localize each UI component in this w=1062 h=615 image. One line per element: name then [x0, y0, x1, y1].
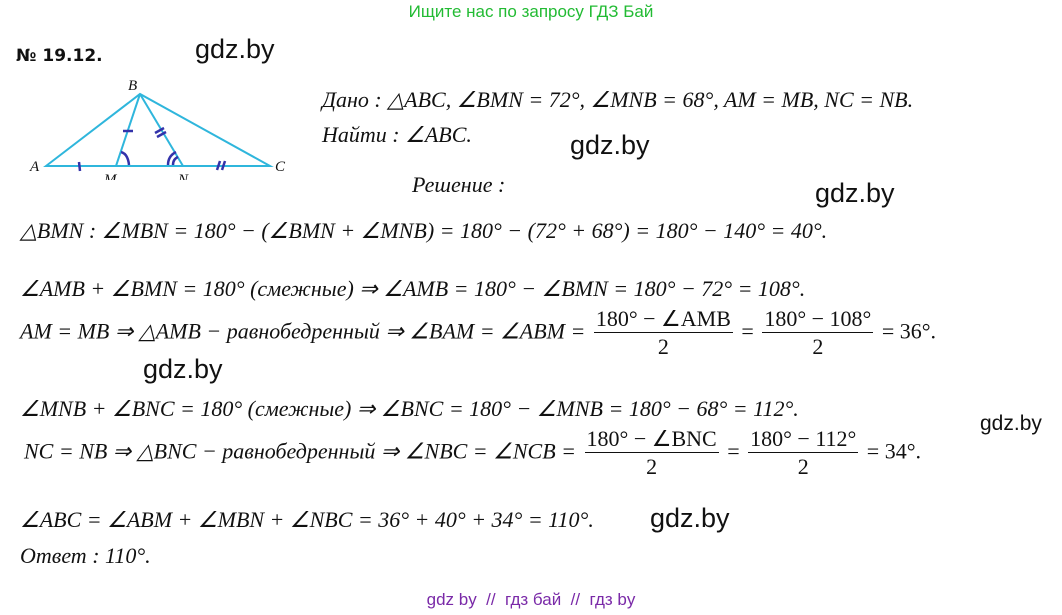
given: Дано : △ABC, ∠BMN = 72°, ∠MNB = 68°, AM … [322, 87, 914, 112]
footer-links[interactable]: gdz by // гдз бай // гдз by [426, 590, 636, 609]
watermark: gdz.by [650, 503, 730, 533]
line3-text: AM = MB ⇒ △AMB − равнобедренный ⇒ ∠BAM =… [20, 318, 586, 344]
find: Найти : ∠ABC. [322, 122, 472, 147]
watermark: gdz.by [195, 34, 275, 64]
fraction: 180° − 108° 2 [762, 306, 874, 359]
solution-line-3: AM = MB ⇒ △AMB − равнобедренный ⇒ ∠BAM =… [20, 306, 937, 359]
watermark: gdz.by [980, 412, 1042, 435]
fraction: 180° − ∠AMB 2 [593, 306, 733, 359]
solution-line-2: ∠AMB + ∠BMN = 180° (смежные) ⇒ ∠AMB = 18… [20, 276, 806, 301]
watermark: gdz.by [815, 178, 895, 208]
label-b: B [128, 78, 137, 94]
line5-text: NC = NB ⇒ △BNC − равнобедренный ⇒ ∠NBC =… [24, 438, 577, 464]
label-c: C [275, 159, 286, 175]
solution-line-6: ∠ABC = ∠ABM + ∠MBN + ∠NBC = 36° + 40° + … [20, 507, 594, 532]
solution-heading: Решение : [412, 172, 506, 197]
fraction: 180° − ∠BNC 2 [584, 426, 719, 479]
problem-number: № 19.12. [16, 46, 103, 66]
fraction: 180° − 112° 2 [748, 426, 859, 479]
watermark: gdz.by [143, 354, 223, 384]
top-banner[interactable]: Ищите нас по запросу ГДЗ Бай [408, 2, 654, 21]
solution-line-5: NC = NB ⇒ △BNC − равнобедренный ⇒ ∠NBC =… [24, 426, 922, 479]
label-a: A [29, 159, 40, 175]
label-m: M [103, 172, 118, 180]
triangle-figure: A B C M N [29, 78, 286, 180]
solution-line-4: ∠MNB + ∠BNC = 180° (смежные) ⇒ ∠BNC = 18… [20, 396, 799, 421]
watermark: gdz.by [570, 130, 650, 160]
answer: Ответ : 110°. [20, 543, 151, 568]
label-n: N [177, 172, 189, 180]
solution-line-1: △BMN : ∠MBN = 180° − (∠BMN + ∠MNB) = 180… [20, 218, 828, 243]
